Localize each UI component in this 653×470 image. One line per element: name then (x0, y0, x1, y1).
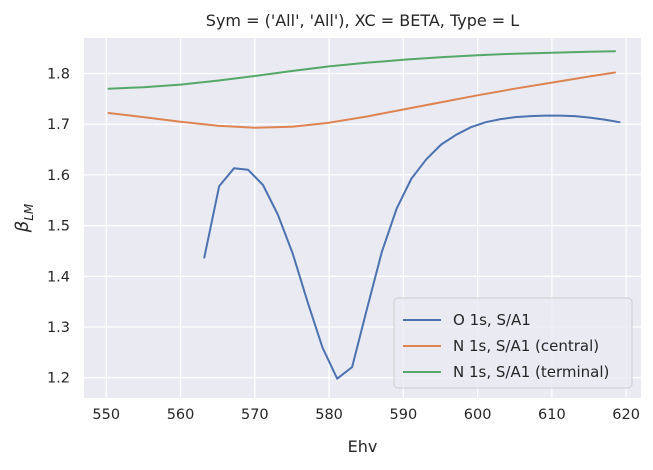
legend: O 1s, S/A1 N 1s, S/A1 (central) N 1s, S/A1… (393, 297, 633, 389)
x-tick-label: 620 (612, 407, 640, 423)
y-axis-label-subscript: LM (22, 203, 36, 221)
legend-label: O 1s, S/A1 (453, 311, 531, 329)
y-tick-label: 1.7 (47, 117, 70, 133)
x-tick-label: 600 (464, 407, 492, 423)
x-tick-label: 550 (92, 407, 120, 423)
x-axis-label: Ehv (348, 437, 378, 456)
y-tick-label: 1.4 (47, 269, 70, 285)
x-axis-ticks: 550 560 570 580 590 600 610 620 (92, 407, 640, 423)
x-tick-label: 610 (538, 407, 566, 423)
x-tick-label: 580 (315, 407, 343, 423)
legend-box (393, 297, 633, 389)
y-tick-label: 1.5 (47, 219, 70, 235)
x-tick-label: 570 (241, 407, 269, 423)
y-tick-label: 1.2 (47, 371, 70, 387)
legend-label: N 1s, S/A1 (central) (453, 337, 599, 355)
x-tick-label: 560 (167, 407, 195, 423)
series-line-0 (203, 114, 621, 380)
y-axis-ticks: 1.2 1.3 1.4 1.5 1.6 1.7 1.8 (47, 66, 70, 386)
x-tick-label: 590 (390, 407, 418, 423)
series-line-2 (107, 50, 616, 90)
legend-label: N 1s, S/A1 (terminal) (453, 363, 609, 381)
y-axis-label-symbol: β (12, 221, 33, 234)
chart-title: Sym = ('All', 'All'), XC = BETA, Type = … (206, 11, 519, 30)
y-tick-label: 1.3 (47, 320, 70, 336)
series-line-1 (107, 71, 616, 129)
y-tick-label: 1.6 (47, 168, 70, 184)
y-tick-label: 1.8 (47, 66, 70, 82)
series-lines (107, 50, 621, 380)
y-axis-label: βLM (12, 203, 36, 233)
